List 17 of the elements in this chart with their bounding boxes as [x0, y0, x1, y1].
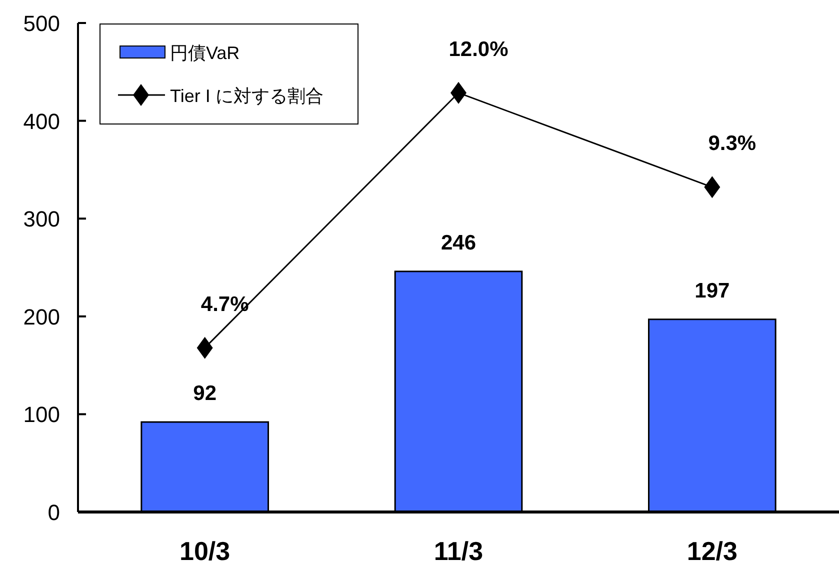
- y-tick-label: 300: [23, 206, 60, 232]
- legend-label: 円債VaR: [170, 43, 240, 63]
- x-tick-label: 12/3: [686, 536, 738, 566]
- legend-label: Tier I に対する割合: [170, 86, 324, 106]
- x-tick-label: 11/3: [434, 536, 484, 566]
- data-label: 197: [694, 279, 730, 302]
- y-tick-label: 500: [23, 11, 60, 36]
- y-tick-label: 100: [23, 402, 60, 428]
- data-label: 246: [440, 231, 476, 254]
- y-tick-label: 400: [23, 108, 60, 134]
- y-tick-label: 200: [23, 304, 60, 330]
- y-tick-label: 0: [48, 500, 60, 525]
- data-label: 92: [193, 382, 217, 406]
- x-tick-label: 10/3: [180, 536, 230, 566]
- data-label: 4.7%: [200, 292, 250, 316]
- data-label: 12.0%: [448, 38, 509, 61]
- data-label: 9.3%: [708, 132, 756, 156]
